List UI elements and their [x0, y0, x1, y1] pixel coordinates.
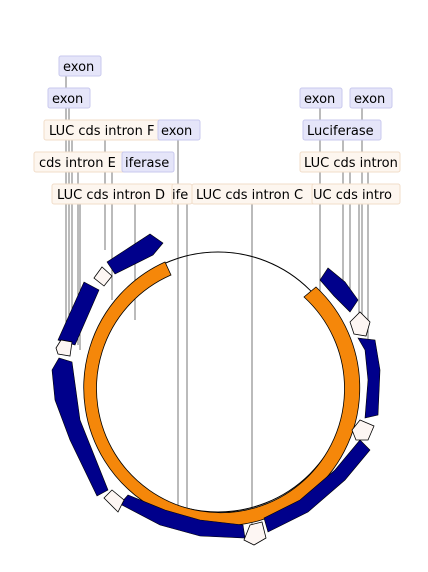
- svg-text:LUC cds intron C: LUC cds intron C: [196, 188, 303, 203]
- svg-text:exon: exon: [63, 60, 94, 75]
- label-luciferase-1[interactable]: iferase: [121, 151, 175, 173]
- svg-text:cds intron E: cds intron E: [39, 156, 116, 171]
- label-intron-right-2[interactable]: UC cds intro: [311, 183, 401, 205]
- label-exon-4[interactable]: exon: [299, 87, 343, 109]
- svg-text:UC cds intro: UC cds intro: [313, 188, 392, 203]
- intron-arrows: [55, 266, 375, 546]
- svg-text:exon: exon: [161, 124, 192, 139]
- svg-text:iferase: iferase: [125, 156, 169, 171]
- label-intron-c[interactable]: LUC cds intron C: [191, 183, 317, 205]
- label-luciferase-3[interactable]: ife: [171, 183, 193, 205]
- label-exon-2[interactable]: exon: [47, 87, 91, 109]
- svg-text:exon: exon: [354, 92, 385, 107]
- svg-text:exon: exon: [52, 92, 83, 107]
- label-exon-3[interactable]: exon: [157, 119, 201, 141]
- label-intron-right-1[interactable]: LUC cds intron: [299, 151, 401, 173]
- label-intron-f[interactable]: LUC cds intron F: [43, 119, 165, 141]
- label-exon-1[interactable]: exon: [58, 55, 102, 77]
- label-intron-d[interactable]: LUC cds intron D: [51, 183, 175, 205]
- svg-text:LUC cds intron D: LUC cds intron D: [57, 188, 165, 203]
- svg-text:ife: ife: [172, 188, 188, 203]
- svg-text:Luciferase: Luciferase: [307, 124, 374, 139]
- svg-text:LUC cds intron F: LUC cds intron F: [49, 124, 154, 139]
- label-luciferase-2[interactable]: Luciferase: [302, 119, 382, 141]
- svg-text:LUC cds intron: LUC cds intron: [304, 156, 398, 171]
- exon-arrows: [51, 233, 381, 539]
- label-exon-5[interactable]: exon: [349, 87, 393, 109]
- svg-text:exon: exon: [304, 92, 335, 107]
- label-intron-e[interactable]: cds intron E: [33, 151, 127, 173]
